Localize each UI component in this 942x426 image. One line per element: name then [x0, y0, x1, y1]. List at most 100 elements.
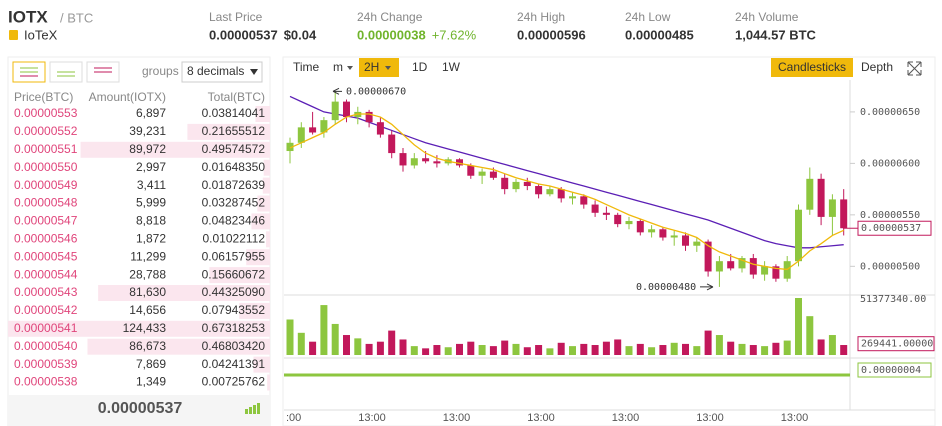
cell: 14,656 [129, 303, 166, 317]
y-tick-label: 0.00000500 [860, 261, 920, 272]
cell: 81,630 [129, 285, 166, 299]
interval[interactable]: 1D [412, 60, 428, 74]
cell: 0.00000541 [14, 321, 78, 335]
volume-bar [682, 343, 689, 355]
candle-body [569, 196, 576, 199]
interval[interactable]: 2H [364, 60, 379, 74]
cell: 0.00000542 [14, 303, 78, 317]
depth-bar [267, 374, 270, 391]
volume-bar [297, 332, 305, 355]
depth-bar [262, 177, 270, 194]
cell: 1,349 [136, 375, 166, 389]
cell: 39,231 [129, 124, 166, 138]
volume-box [857, 336, 935, 352]
volume-bar [715, 335, 723, 355]
depth-bar [187, 123, 270, 140]
view[interactable]: Candlesticks [778, 60, 846, 74]
cell: 0.67318253 [202, 321, 266, 335]
view-active [771, 58, 853, 77]
cell: 86,673 [129, 339, 166, 353]
depth-bar [263, 159, 270, 176]
stat-label: 24h Volume [735, 10, 799, 24]
volume-bar [535, 345, 543, 355]
icons [20, 67, 112, 77]
x-tick-label: :00 [286, 412, 301, 424]
moving-average [289, 113, 844, 271]
candle-body [343, 101, 350, 118]
volume-bar [602, 341, 610, 355]
volume-bar [625, 346, 633, 355]
volume-current: 269441.00000 [861, 339, 933, 350]
candle-body [670, 235, 678, 238]
volume-bar [444, 347, 452, 355]
volume-bar [783, 340, 791, 355]
stat-extra: $0.04 [284, 27, 317, 42]
x-tick-label: 13:00 [781, 412, 809, 424]
candle-body [828, 199, 836, 217]
volume-bar [478, 345, 486, 355]
dropdown-arrow [347, 66, 353, 70]
cell: 0.03814041 [202, 106, 266, 120]
cell: 0.00725762 [202, 375, 266, 389]
candle-body [636, 221, 644, 233]
candle-body [399, 153, 407, 166]
decimals-select[interactable] [181, 61, 263, 83]
candle-body [523, 181, 531, 187]
annotation-arrow [700, 283, 714, 291]
x-tick-label: 13:00 [443, 412, 471, 424]
candle-body [772, 266, 780, 279]
interval[interactable]: m [333, 60, 343, 74]
volume-bar [456, 343, 463, 355]
candle-body [376, 122, 384, 135]
stat-value: 0.00000537 [209, 27, 278, 42]
view[interactable]: Depth [861, 60, 893, 74]
volume-bar [433, 345, 441, 355]
stat-label: 24h High [517, 10, 565, 24]
plot: 0.00000650 0.00000600 0.00000550 0.00000500… [284, 86, 935, 424]
interval-active [359, 58, 399, 77]
volume-bar [489, 346, 497, 355]
order-book [7, 56, 271, 426]
cell: 0.44325090 [202, 285, 266, 299]
cell: 0.00000545 [14, 249, 78, 263]
last-price: 0.00000537 [98, 400, 183, 417]
cell: 0.00000547 [14, 214, 78, 228]
interval[interactable]: 1W [442, 60, 461, 74]
candle-body [297, 127, 305, 143]
volume-bar [580, 343, 588, 355]
chart-panel [282, 56, 936, 426]
volume-bar [795, 298, 802, 355]
volume-bar [557, 342, 565, 355]
cell: 8,818 [136, 214, 166, 228]
volume-bar [840, 345, 848, 355]
token-icon [9, 30, 18, 40]
cell: 11,299 [130, 249, 166, 263]
annotation: 0.00000670 [346, 86, 406, 97]
cell: 89,972 [129, 142, 166, 156]
depth-bar [87, 338, 270, 355]
candle-body [795, 209, 802, 262]
cell: 1,872 [136, 231, 166, 245]
interval[interactable]: Time [293, 60, 320, 74]
candle-body [738, 258, 746, 269]
dropdown-arrow [385, 66, 391, 70]
candle-body [648, 229, 656, 233]
macd-box [857, 362, 932, 378]
last-price-bar [8, 395, 270, 426]
volume-bar [772, 342, 780, 355]
cell: 0.01022112 [202, 231, 265, 245]
cell: 0.00000546 [14, 231, 78, 245]
cell: 28,788 [129, 267, 166, 281]
y-tick-label: 0.00000600 [860, 158, 920, 169]
expand-icon[interactable] [907, 61, 922, 76]
candle-body [693, 241, 701, 246]
volume-bar [376, 341, 384, 355]
x-tick-label: 13:00 [358, 412, 386, 424]
volume-bar [410, 346, 418, 355]
x-tick-label: 13:00 [696, 412, 724, 424]
volume-bar [738, 343, 746, 355]
toolbar: Time m 2H 1D 1W Candlesticks Depth [293, 58, 922, 77]
symbol: IOTX [8, 7, 48, 26]
depth-bar [257, 195, 270, 212]
volume-bar [309, 341, 317, 355]
